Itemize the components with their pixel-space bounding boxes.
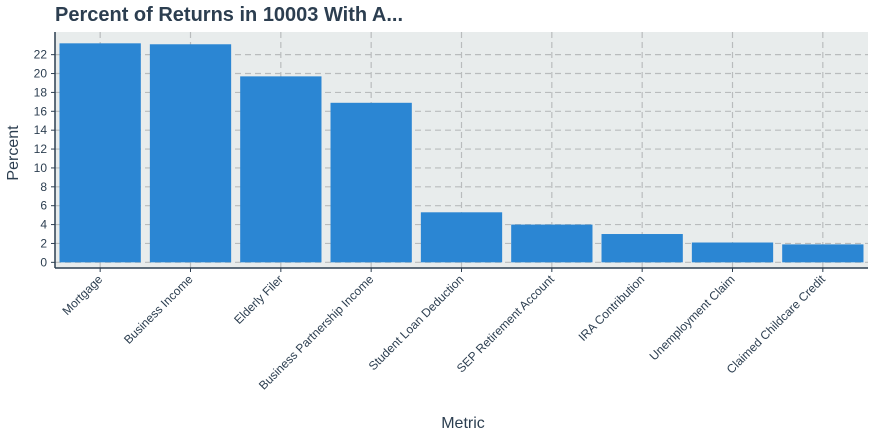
bar xyxy=(149,44,232,263)
y-tick-label: 4 xyxy=(40,218,47,232)
x-tick-label: Unemployment Claim xyxy=(647,272,738,363)
x-axis-label: Metric xyxy=(441,415,485,432)
bar xyxy=(420,212,503,263)
bar xyxy=(511,224,593,263)
x-tick-label: SEP Retirement Account xyxy=(454,272,558,376)
y-tick-label: 8 xyxy=(40,180,47,194)
y-tick-label: 22 xyxy=(34,48,48,62)
chart-title: Percent of Returns in 10003 With A... xyxy=(55,4,404,26)
bar xyxy=(691,242,774,263)
x-tick-label: Elderly Filer xyxy=(231,272,286,327)
bar xyxy=(782,244,864,263)
bar xyxy=(601,234,683,263)
x-tick-label: Mortgage xyxy=(60,272,106,318)
y-tick-label: 18 xyxy=(34,85,48,99)
y-tick-label: 10 xyxy=(34,161,48,175)
y-tick-label: 12 xyxy=(34,142,48,156)
bar xyxy=(330,102,412,263)
y-tick-label: 16 xyxy=(34,104,48,118)
bar xyxy=(240,76,322,263)
bar xyxy=(59,43,141,263)
x-tick-label: Business Income xyxy=(121,272,196,347)
y-tick-label: 6 xyxy=(40,199,47,213)
x-tick-label: Student Loan Deduction xyxy=(366,272,467,373)
y-tick-label: 14 xyxy=(34,123,48,137)
x-tick-label: IRA Contribution xyxy=(576,272,648,344)
x-tick-label: Claimed Childcare Credit xyxy=(724,272,829,377)
y-tick-label: 0 xyxy=(40,255,47,269)
y-tick-label: 20 xyxy=(34,67,48,81)
y-tick-label: 2 xyxy=(40,236,47,250)
